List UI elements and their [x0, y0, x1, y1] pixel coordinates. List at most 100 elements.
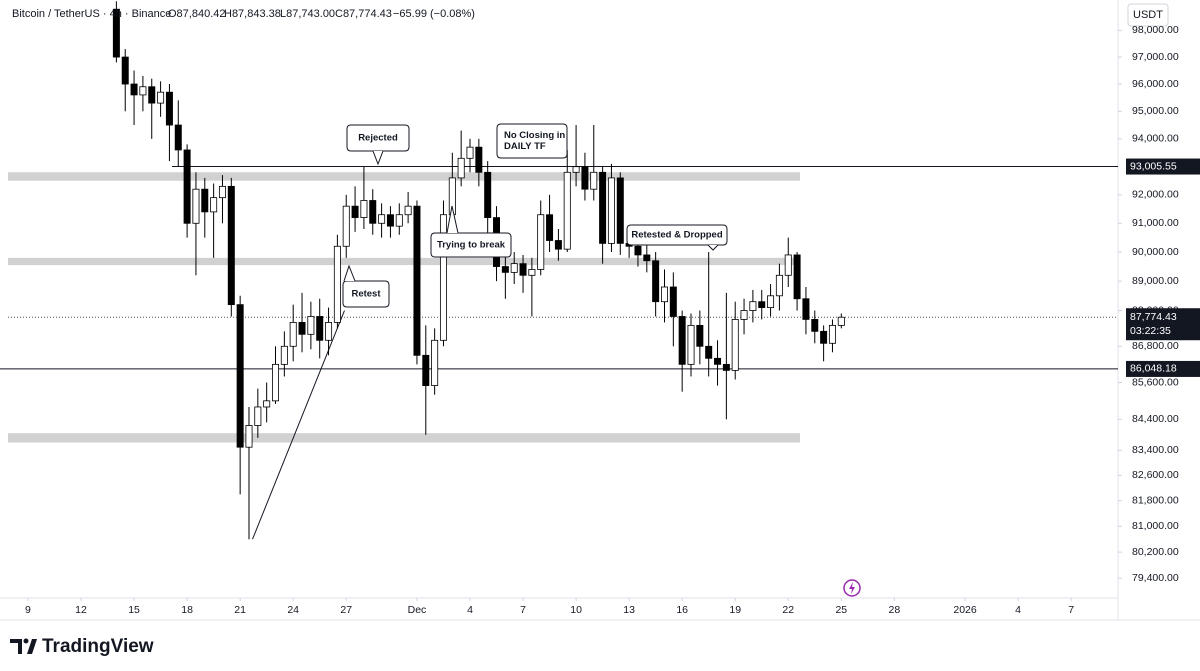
candle-body — [519, 263, 527, 276]
candle-body — [272, 363, 280, 402]
candle-body — [705, 345, 713, 359]
annotation-text: No Closing in — [504, 130, 565, 141]
x-tick-label: 21 — [234, 604, 246, 616]
candle-body — [828, 324, 836, 344]
x-tick-label: 24 — [287, 604, 299, 616]
annotation-box — [496, 123, 568, 159]
logo-slash — [27, 639, 37, 654]
candle-body — [157, 91, 165, 104]
candle-body — [669, 286, 677, 317]
candle-body — [554, 240, 562, 250]
candle-body — [192, 188, 200, 224]
candle-body — [183, 149, 191, 224]
candle-body — [811, 319, 819, 332]
x-tick-label: 19 — [729, 604, 741, 616]
annotation-pointer — [372, 150, 384, 166]
candle-body — [652, 260, 660, 303]
candle-body — [599, 171, 607, 244]
candle-body — [643, 254, 651, 262]
annotation-text: Retest — [351, 289, 381, 300]
candle-body — [351, 205, 359, 218]
candle-body — [749, 301, 757, 311]
candle-body — [528, 269, 536, 276]
candle-body — [236, 304, 244, 448]
candle-body — [404, 205, 412, 216]
y-tick-label: 89,000.00 — [1132, 275, 1179, 287]
y-tick-label: 84,400.00 — [1132, 413, 1179, 425]
candle-body — [422, 354, 430, 386]
currency-box[interactable] — [1127, 3, 1169, 27]
candle-body — [687, 324, 695, 365]
brand: TradingView — [42, 636, 154, 657]
candle-body — [413, 205, 421, 356]
candle-body — [148, 86, 156, 104]
candle-body — [333, 245, 341, 323]
candle-body — [439, 214, 447, 341]
candle-body — [484, 171, 492, 218]
x-tick-label: 18 — [181, 604, 193, 616]
x-tick-label: 4 — [467, 604, 473, 616]
candle-body — [660, 286, 668, 303]
ohlc-value: C87,774.43 — [335, 8, 392, 20]
candle-body — [457, 157, 465, 179]
candle-body — [378, 214, 386, 224]
last-price-label: 87,774.43 — [1130, 311, 1177, 323]
candle-body — [395, 214, 403, 227]
y-tick-label: 94,000.00 — [1132, 133, 1179, 145]
candle-body — [758, 301, 766, 308]
candle-body — [210, 197, 218, 213]
ohlc-value: −65.99 (−0.08%) — [393, 8, 475, 20]
level-label: 93,005.55 — [1130, 160, 1177, 172]
y-tick-label: 91,000.00 — [1132, 217, 1179, 229]
x-tick-label: 22 — [782, 604, 794, 616]
candle-body — [546, 214, 554, 241]
y-tick-label: 97,000.00 — [1132, 51, 1179, 63]
candle-body — [793, 254, 801, 300]
candle-body — [537, 214, 545, 270]
candle-body — [820, 330, 828, 344]
zone — [8, 172, 800, 181]
candle-body — [227, 185, 235, 306]
y-tick-label: 82,600.00 — [1132, 469, 1179, 481]
annotation-pointer — [707, 244, 719, 251]
annotation-text: Rejected — [358, 133, 398, 144]
x-tick-label: 12 — [75, 604, 87, 616]
x-tick-label: 28 — [888, 604, 900, 616]
x-tick-label: 25 — [835, 604, 847, 616]
candle-body — [174, 124, 182, 151]
zone — [8, 433, 800, 443]
y-tick-label: 83,400.00 — [1132, 444, 1179, 456]
candle-body — [678, 316, 686, 365]
candle-body — [369, 200, 377, 224]
level-label: 86,048.18 — [1130, 363, 1177, 375]
countdown: 03:22:35 — [1130, 325, 1171, 337]
annotation-text: DAILY TF — [504, 141, 546, 152]
candle-body — [325, 322, 333, 341]
candle-body — [112, 8, 120, 58]
last-price-marker — [1126, 308, 1200, 341]
annotation-pointer — [343, 264, 356, 282]
candle-body — [714, 357, 722, 365]
logo-mark — [10, 639, 22, 654]
x-tick-label: 2026 — [953, 604, 977, 616]
candle-body — [218, 185, 226, 199]
trendline — [252, 310, 345, 540]
candle-body — [501, 266, 509, 273]
candle-body — [731, 319, 739, 371]
x-tick-label: 7 — [520, 604, 526, 616]
candle-body — [466, 146, 474, 159]
x-tick-label: 13 — [623, 604, 635, 616]
event-bolt — [849, 582, 855, 594]
annotation-box — [626, 224, 728, 246]
y-tick-label: 90,000.00 — [1132, 246, 1179, 258]
logo — [10, 638, 37, 654]
candle-body — [837, 316, 845, 326]
y-tick-label: 98,000.00 — [1132, 24, 1179, 36]
x-tick-label: 4 — [1015, 604, 1021, 616]
x-tick-label: 7 — [1068, 604, 1074, 616]
candle-body — [696, 324, 704, 347]
annotation-pointer — [446, 205, 459, 234]
